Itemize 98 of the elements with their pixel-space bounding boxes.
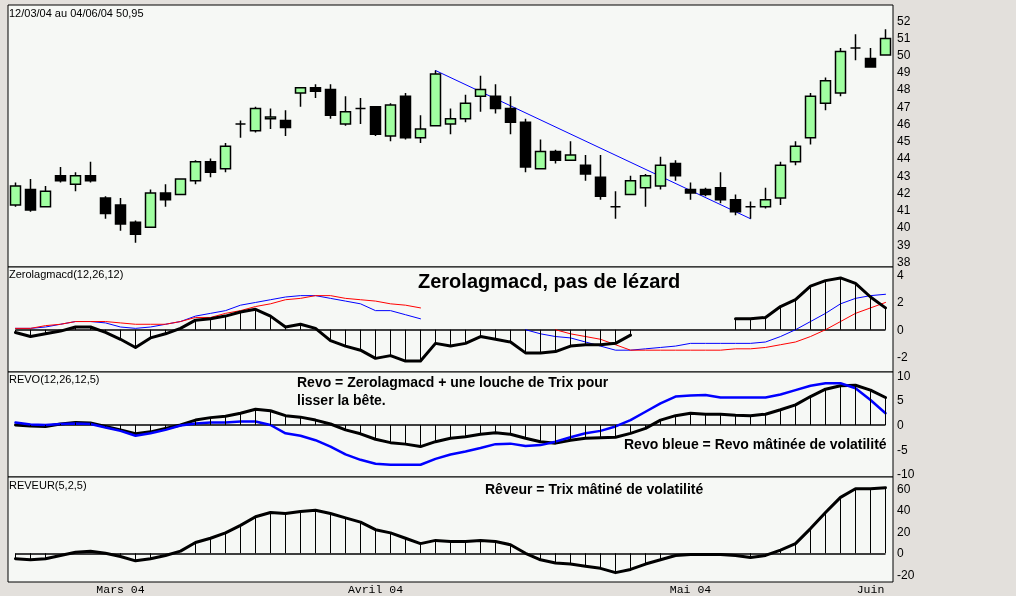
y-tick-label: 46 — [897, 116, 911, 131]
candlestick — [204, 157, 217, 179]
candlestick — [534, 138, 547, 170]
y-tick-label: -5 — [897, 442, 908, 457]
line-series — [555, 301, 886, 351]
candlestick — [174, 178, 187, 196]
candlestick — [489, 83, 502, 115]
x-tick-label: Mars 04 — [96, 582, 145, 596]
candlestick — [564, 140, 577, 161]
candlestick — [864, 47, 877, 68]
candlestick — [504, 95, 517, 136]
candlestick — [339, 95, 352, 127]
chart-title: 12/03/04 au 04/06/04 50,95 — [9, 6, 144, 19]
candlestick — [744, 200, 757, 220]
chart-title: Zerolagmacd(12,26,12) — [9, 267, 124, 280]
line-series — [525, 293, 886, 351]
x-tick-label: Juin — [856, 582, 885, 596]
candlestick — [24, 178, 37, 213]
candlestick — [459, 93, 472, 123]
annotation: Revo bleue = Revo mâtinée de volatilité — [624, 436, 887, 452]
candlestick — [369, 105, 382, 137]
candlestick — [129, 219, 142, 244]
y-tick-label: 20 — [897, 524, 911, 539]
candlestick — [114, 197, 127, 232]
candlestick — [669, 159, 682, 182]
candlestick — [159, 183, 172, 208]
candlestick — [729, 193, 742, 217]
candlestick — [789, 140, 802, 167]
annotation: Rêveur = Trix mâtiné de volatilité — [485, 481, 704, 497]
x-tick-label: Mai 04 — [669, 582, 712, 596]
candlestick — [249, 105, 262, 134]
y-tick-label: 39 — [897, 237, 911, 252]
candlestick — [189, 159, 202, 186]
y-tick-label: 47 — [897, 99, 911, 114]
y-tick-label: 0 — [897, 417, 904, 432]
annotation: Zerolagmacd, pas de lézard — [418, 269, 681, 292]
candlestick — [354, 97, 367, 125]
annotation: Revo = Zerolagmacd + une louche de Trix pour lisser la bête. — [297, 374, 613, 408]
candlestick — [609, 190, 622, 220]
candlestick — [759, 186, 772, 210]
candlestick — [474, 74, 487, 113]
y-tick-label: 40 — [897, 503, 911, 518]
y-tick-label: 49 — [897, 65, 911, 80]
candlestick — [579, 154, 592, 182]
candlestick — [324, 83, 337, 120]
candlestick — [834, 47, 847, 98]
y-tick-label: 4 — [897, 268, 904, 283]
y-tick-label: -2 — [897, 350, 908, 364]
y-tick-label: 38 — [897, 254, 911, 269]
x-tick-label: Avril 04 — [347, 582, 404, 596]
y-tick-label: 0 — [897, 546, 904, 561]
candlestick — [144, 188, 157, 229]
y-tick-label: 48 — [897, 82, 911, 97]
candlestick — [219, 142, 232, 173]
line-series — [15, 295, 421, 329]
chart-title: REVO(12,26,12,5) — [9, 372, 100, 385]
y-tick-label: 44 — [897, 151, 911, 166]
candlestick — [84, 161, 97, 184]
y-tick-label: 42 — [897, 185, 911, 200]
y-tick-label: 41 — [897, 203, 911, 218]
y-tick-label: -20 — [897, 567, 915, 582]
candlestick — [429, 69, 442, 127]
y-tick-label: 45 — [897, 134, 911, 149]
candlestick — [294, 86, 307, 108]
candlestick — [69, 171, 82, 192]
candlestick — [549, 149, 562, 165]
candlestick — [279, 109, 292, 137]
y-tick-label: 51 — [897, 30, 911, 45]
y-tick-label: 43 — [897, 168, 911, 183]
candlestick — [639, 173, 652, 208]
candlestick — [54, 166, 67, 184]
candlestick — [309, 83, 322, 99]
candlestick — [819, 76, 832, 111]
candlestick — [519, 118, 532, 173]
candlestick — [774, 161, 787, 206]
candlestick — [594, 154, 607, 201]
y-tick-label: 10 — [897, 368, 911, 383]
y-tick-label: 5 — [897, 393, 904, 408]
candlestick — [99, 195, 112, 220]
candlestick — [684, 181, 697, 201]
candlestick — [654, 155, 667, 191]
y-tick-label: 60 — [897, 481, 911, 496]
y-tick-label: -10 — [897, 467, 915, 482]
y-tick-label: 2 — [897, 295, 904, 310]
y-tick-label: 40 — [897, 220, 911, 235]
candlestick — [264, 107, 277, 130]
y-tick-label: 52 — [897, 13, 911, 28]
candlestick — [714, 171, 727, 204]
candlestick — [414, 114, 427, 144]
candlestick — [384, 102, 397, 142]
candlestick — [399, 92, 412, 141]
candlestick — [444, 107, 457, 136]
candlestick — [624, 174, 637, 196]
candlestick — [804, 92, 817, 146]
candlestick — [39, 185, 52, 208]
y-tick-label: 0 — [897, 322, 904, 337]
chart-title: REVEUR(5,2,5) — [9, 478, 87, 491]
y-tick-label: 50 — [897, 47, 911, 62]
